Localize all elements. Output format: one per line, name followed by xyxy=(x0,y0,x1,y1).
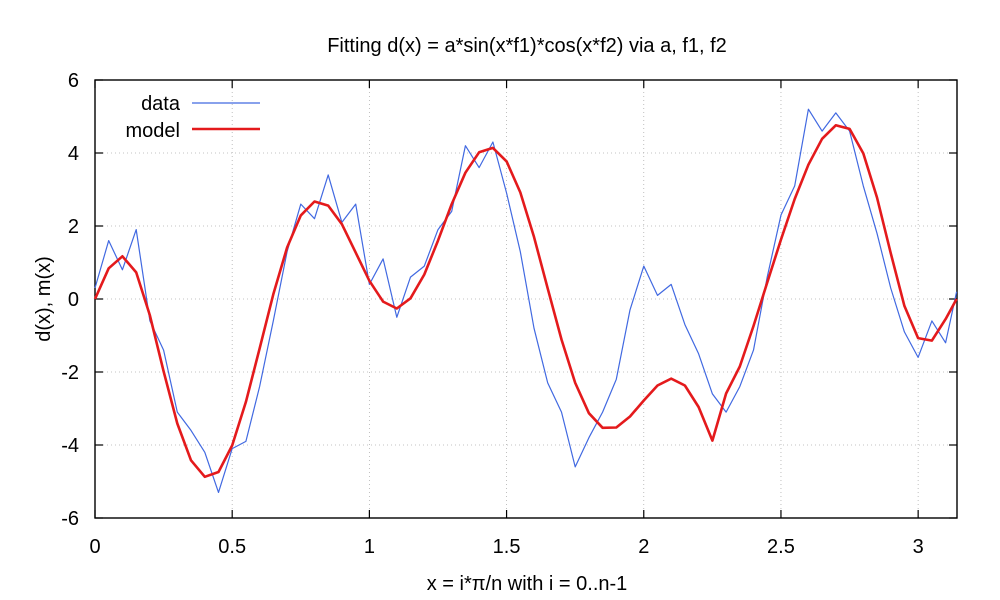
x-axis-label: x = i*π/n with i = 0..n-1 xyxy=(427,573,628,595)
y-tick-label: -2 xyxy=(61,362,79,384)
legend: data model xyxy=(126,93,260,142)
grid xyxy=(95,80,957,518)
y-axis-label: d(x), m(x) xyxy=(33,256,55,342)
y-tick-label: 0 xyxy=(68,289,79,311)
y-axis-tick-labels: -6 -4 -2 0 2 4 6 xyxy=(61,70,79,530)
chart-title: Fitting d(x) = a*sin(x*f1)*cos(x*f2) via… xyxy=(327,35,727,57)
series-line-model xyxy=(93,124,958,479)
series-line-data xyxy=(94,108,958,493)
legend-label-model: model xyxy=(126,120,180,142)
series-layer xyxy=(93,108,958,493)
x-tick-label: 1.5 xyxy=(493,536,521,558)
y-tick-label: 4 xyxy=(68,143,79,165)
y-tick-label: 2 xyxy=(68,216,79,238)
x-tick-label: 1 xyxy=(364,536,375,558)
x-axis-tick-labels: 0 0.5 1 1.5 2 2.5 3 xyxy=(89,536,923,558)
y-tick-label: -4 xyxy=(61,435,79,457)
x-tick-label: 0 xyxy=(89,536,100,558)
legend-label-data: data xyxy=(141,93,181,115)
x-tick-label: 2.5 xyxy=(767,536,795,558)
x-tick-label: 3 xyxy=(913,536,924,558)
x-tick-label: 2 xyxy=(638,536,649,558)
y-tick-label: 6 xyxy=(68,70,79,92)
x-tick-label: 0.5 xyxy=(218,536,246,558)
y-tick-label: -6 xyxy=(61,508,79,530)
